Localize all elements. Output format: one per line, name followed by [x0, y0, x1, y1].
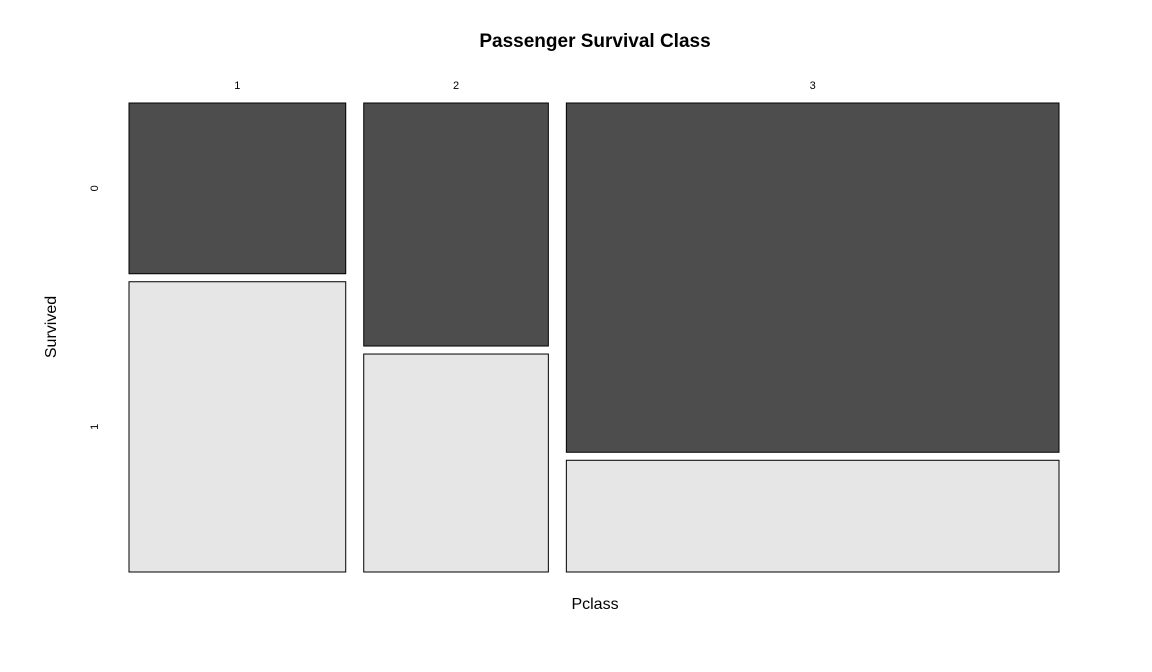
y-tick-label: 0: [89, 185, 101, 191]
tile-pclass-2-survived-1: [363, 353, 549, 573]
tile-pclass-3-survived-0: [565, 102, 1060, 453]
y-axis-label: Survived: [43, 296, 60, 358]
x-tick-label: 3: [810, 80, 816, 92]
y-tick-label: 1: [89, 424, 101, 430]
mosaic-tiles: [128, 102, 1060, 573]
tile-pclass-3-survived-1: [565, 459, 1060, 573]
x-tick-label: 2: [453, 80, 459, 92]
x-tick-label: 1: [234, 80, 240, 92]
row-labels: 01: [89, 185, 101, 430]
column-labels: 1 2 3: [234, 80, 815, 92]
chart-title: Passenger Survival Class: [479, 31, 710, 52]
tile-pclass-1-survived-1: [128, 281, 347, 573]
tile-pclass-1-survived-0: [128, 102, 347, 275]
x-axis-label: Pclass: [571, 596, 618, 613]
tile-pclass-2-survived-0: [363, 102, 549, 347]
